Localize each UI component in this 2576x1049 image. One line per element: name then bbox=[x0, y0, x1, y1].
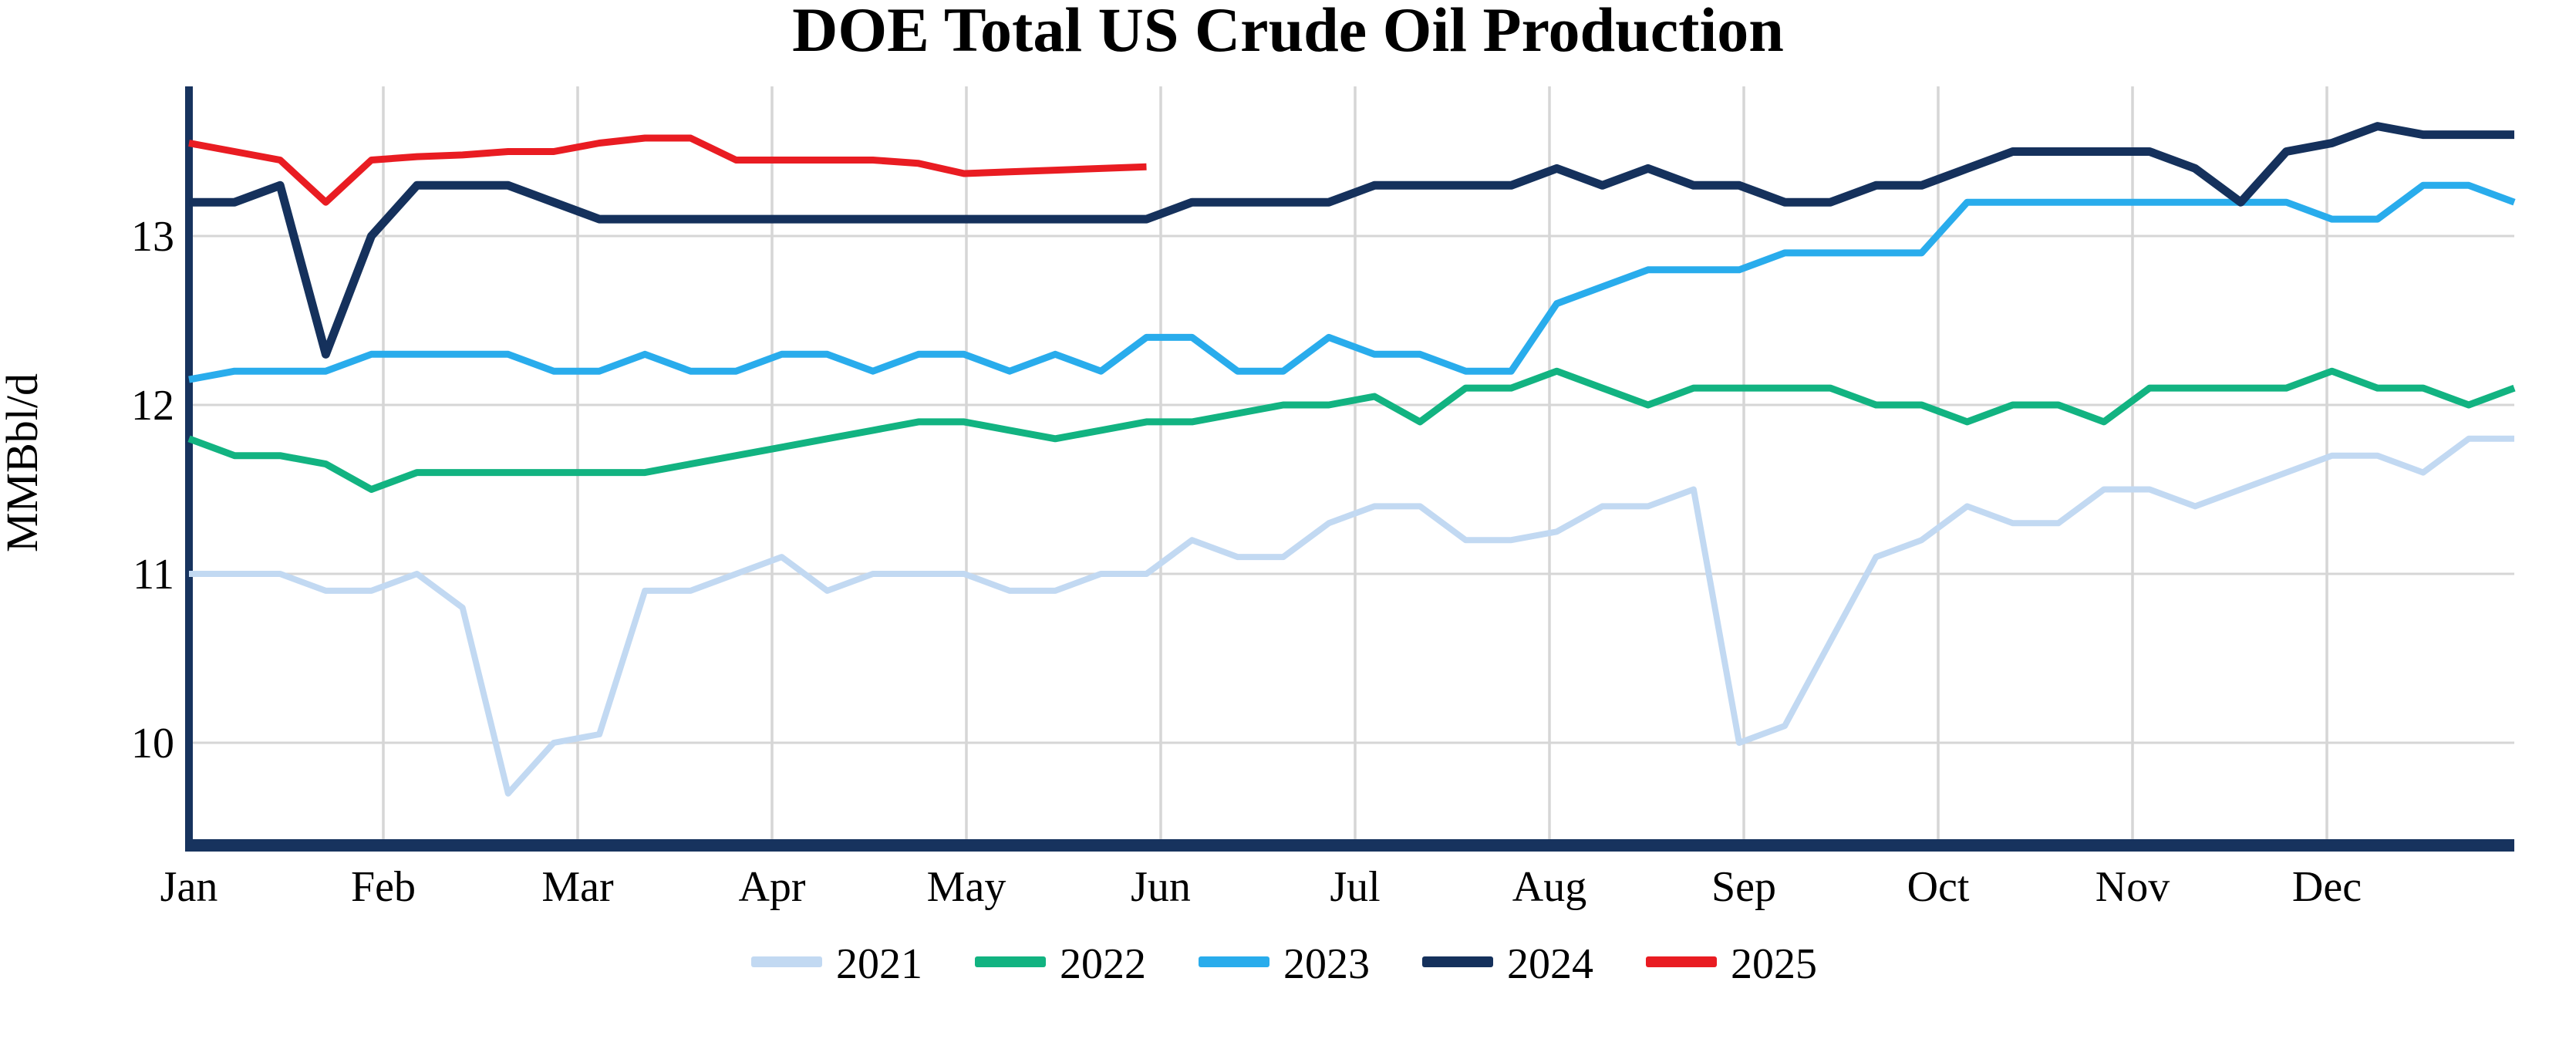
x-tick-label-dec: Dec bbox=[2292, 863, 2362, 911]
x-tick-label-may: May bbox=[927, 863, 1006, 911]
y-axis-title: MMBbl/d bbox=[0, 373, 47, 552]
legend-label-2025: 2025 bbox=[1731, 940, 1817, 988]
legend-item-2024: 2024 bbox=[1422, 940, 1593, 988]
series-line-2025 bbox=[188, 134, 1147, 206]
series-line-2023 bbox=[188, 181, 2516, 383]
legend-item-2025: 2025 bbox=[1646, 940, 1817, 988]
y-tick-label: 11 bbox=[133, 551, 174, 599]
x-tick-label-aug: Aug bbox=[1512, 863, 1586, 911]
chart-legend: 2021 2022 2023 2024 2025 bbox=[751, 940, 1817, 988]
legend-swatch-2025 bbox=[1646, 956, 1717, 967]
x-tick-label-mar: Mar bbox=[541, 863, 614, 911]
y-tick-labels: 10 11 12 13 bbox=[131, 213, 174, 767]
legend-item-2023: 2023 bbox=[1199, 940, 1370, 988]
x-tick-label-apr: Apr bbox=[738, 863, 805, 911]
series-line-2022 bbox=[187, 367, 2516, 493]
x-tick-label-jul: Jul bbox=[1330, 863, 1380, 911]
legend-swatch-2023 bbox=[1199, 956, 1269, 967]
x-tick-label-oct: Oct bbox=[1907, 863, 1970, 911]
legend-swatch-2021 bbox=[751, 956, 822, 967]
x-tick-label-sep: Sep bbox=[1711, 863, 1776, 911]
x-tick-label-jan: Jan bbox=[160, 863, 218, 911]
x-tick-label-jun: Jun bbox=[1131, 863, 1191, 911]
legend-label-2022: 2022 bbox=[1060, 940, 1146, 988]
legend-swatch-2022 bbox=[975, 956, 1046, 967]
legend-item-2021: 2021 bbox=[751, 940, 922, 988]
legend-swatch-2024 bbox=[1422, 956, 1493, 967]
series-line-2021 bbox=[189, 435, 2514, 797]
legend-label-2023: 2023 bbox=[1283, 940, 1370, 988]
y-tick-label: 10 bbox=[131, 720, 174, 767]
y-axis-spine bbox=[185, 86, 193, 852]
x-tick-labels: Jan Feb Mar Apr May Jun Jul Aug Sep Oct Nov Dec bbox=[160, 863, 2362, 911]
chart-title: DOE Total US Crude Oil Production bbox=[792, 0, 1784, 65]
series-lines bbox=[187, 122, 2516, 797]
y-tick-label: 12 bbox=[131, 382, 174, 430]
series-line-2024 bbox=[189, 122, 2514, 359]
legend-label-2021: 2021 bbox=[836, 940, 922, 988]
y-tick-label: 13 bbox=[131, 213, 174, 261]
legend-label-2024: 2024 bbox=[1507, 940, 1593, 988]
legend-item-2022: 2022 bbox=[975, 940, 1146, 988]
x-tick-label-feb: Feb bbox=[351, 863, 416, 911]
x-axis-spine bbox=[185, 839, 2514, 852]
x-tick-label-nov: Nov bbox=[2096, 863, 2170, 911]
